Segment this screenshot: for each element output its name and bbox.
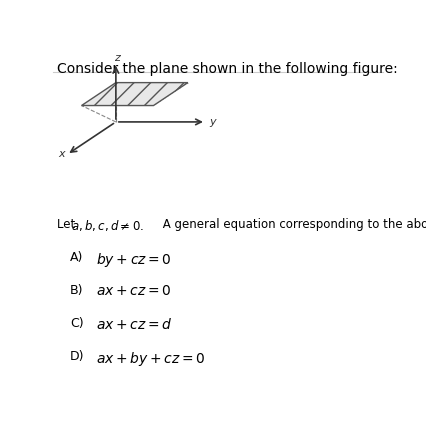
Text: $ax + by + cz = 0$: $ax + by + cz = 0$ — [96, 350, 206, 368]
Text: $by + cz = 0$: $by + cz = 0$ — [96, 250, 172, 268]
Text: $ax + cz = d$: $ax + cz = d$ — [96, 316, 173, 332]
Polygon shape — [81, 83, 188, 106]
Text: z: z — [114, 53, 120, 63]
Text: $ax + cz = 0$: $ax + cz = 0$ — [96, 283, 172, 297]
Text: y: y — [209, 116, 216, 126]
Text: $a, b, c, d \neq 0.$: $a, b, c, d \neq 0.$ — [72, 217, 144, 232]
Text: A): A) — [70, 250, 83, 263]
Text: x: x — [58, 149, 64, 159]
Text: Consider the plane shown in the following figure:: Consider the plane shown in the followin… — [57, 61, 397, 76]
Text: A general equation corresponding to the above plane is:: A general equation corresponding to the … — [159, 217, 426, 230]
Text: C): C) — [70, 316, 83, 329]
Text: Let: Let — [57, 217, 78, 230]
Text: B): B) — [70, 283, 83, 296]
Text: D): D) — [70, 350, 84, 362]
